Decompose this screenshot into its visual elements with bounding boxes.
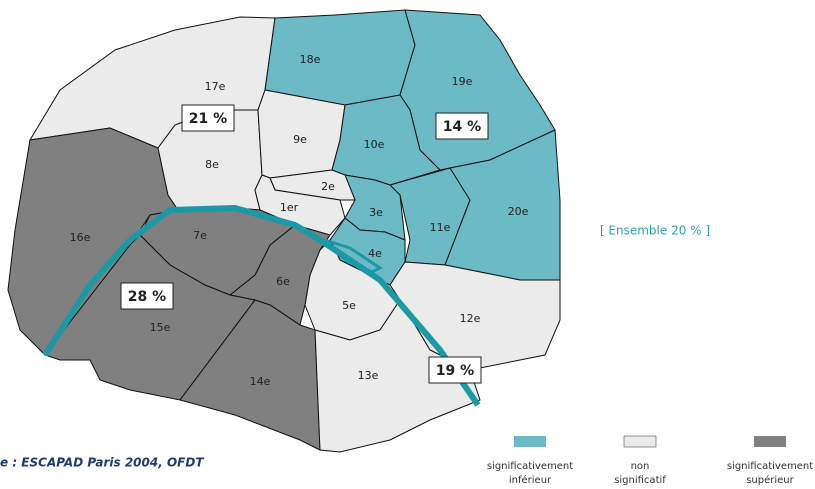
percent-box [435,112,489,140]
legend-swatch [623,435,657,448]
island [317,236,383,274]
district-label: 15e [150,321,171,334]
district-label: 4e [368,247,382,260]
district [44,234,256,401]
district-label: 7e [193,229,207,242]
district-label: 2e [321,180,335,193]
legend-swatch [514,436,546,447]
percent-label: 19 % [436,363,474,379]
overall-rate: [ Ensemble 20 % ] [600,224,710,238]
legend-label: significativement [487,461,573,472]
district [264,9,416,106]
percent-label: 14 % [443,119,481,135]
district-label: 11e [430,221,451,234]
legend-label: significatif [614,475,666,486]
district-label: 14e [250,375,271,388]
percent-label: 28 % [128,289,166,305]
district-label: 1er [280,201,299,214]
district [314,299,481,453]
percent-box [428,356,482,384]
district-label: 6e [276,275,290,288]
district-label: 3e [369,206,383,219]
districts: 17e 16e 8e 18e 9e 19e 10e 11e 20e 3e 2e 1er 4e 12e 5e 6… [7,9,561,453]
river [42,205,481,407]
district-label: 10e [364,138,385,151]
district [254,174,346,236]
district-label: 5e [342,299,356,312]
legend-label: supérieur [746,474,794,486]
percent-label: 21 % [189,111,227,127]
overlay: 21 % 14 % 28 % 19 % significativement inférie… [42,104,813,486]
legend-swatch [754,436,786,447]
district-label: 18e [300,53,321,66]
district-label: 17e [205,80,226,93]
district-label: 19e [452,75,473,88]
district-label: 20e [508,205,529,218]
percent-box [181,104,235,132]
percent-box [120,282,174,310]
district-label: 13e [358,369,379,382]
legend-label: significativement [727,461,813,472]
legend-label: inférieur [509,474,552,486]
legend-label: non [631,461,650,472]
district-label: 16e [70,231,91,244]
district-label: 8e [205,158,219,171]
district-label: 12e [460,312,481,325]
district-label: 9e [293,133,307,146]
source: e : ESCAPAD Paris 2004, OFDT [0,456,204,470]
